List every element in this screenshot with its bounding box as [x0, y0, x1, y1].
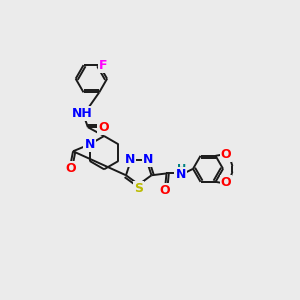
Text: N: N — [176, 168, 186, 181]
Text: S: S — [134, 182, 143, 195]
Text: O: O — [221, 176, 232, 190]
Text: O: O — [160, 184, 170, 197]
Text: NH: NH — [72, 107, 92, 120]
Text: N: N — [142, 153, 153, 166]
Text: H: H — [177, 164, 187, 174]
Text: O: O — [221, 148, 232, 161]
Text: N: N — [124, 153, 135, 166]
Text: O: O — [65, 162, 76, 175]
Text: N: N — [85, 138, 95, 151]
Text: O: O — [98, 121, 109, 134]
Text: F: F — [99, 58, 108, 72]
